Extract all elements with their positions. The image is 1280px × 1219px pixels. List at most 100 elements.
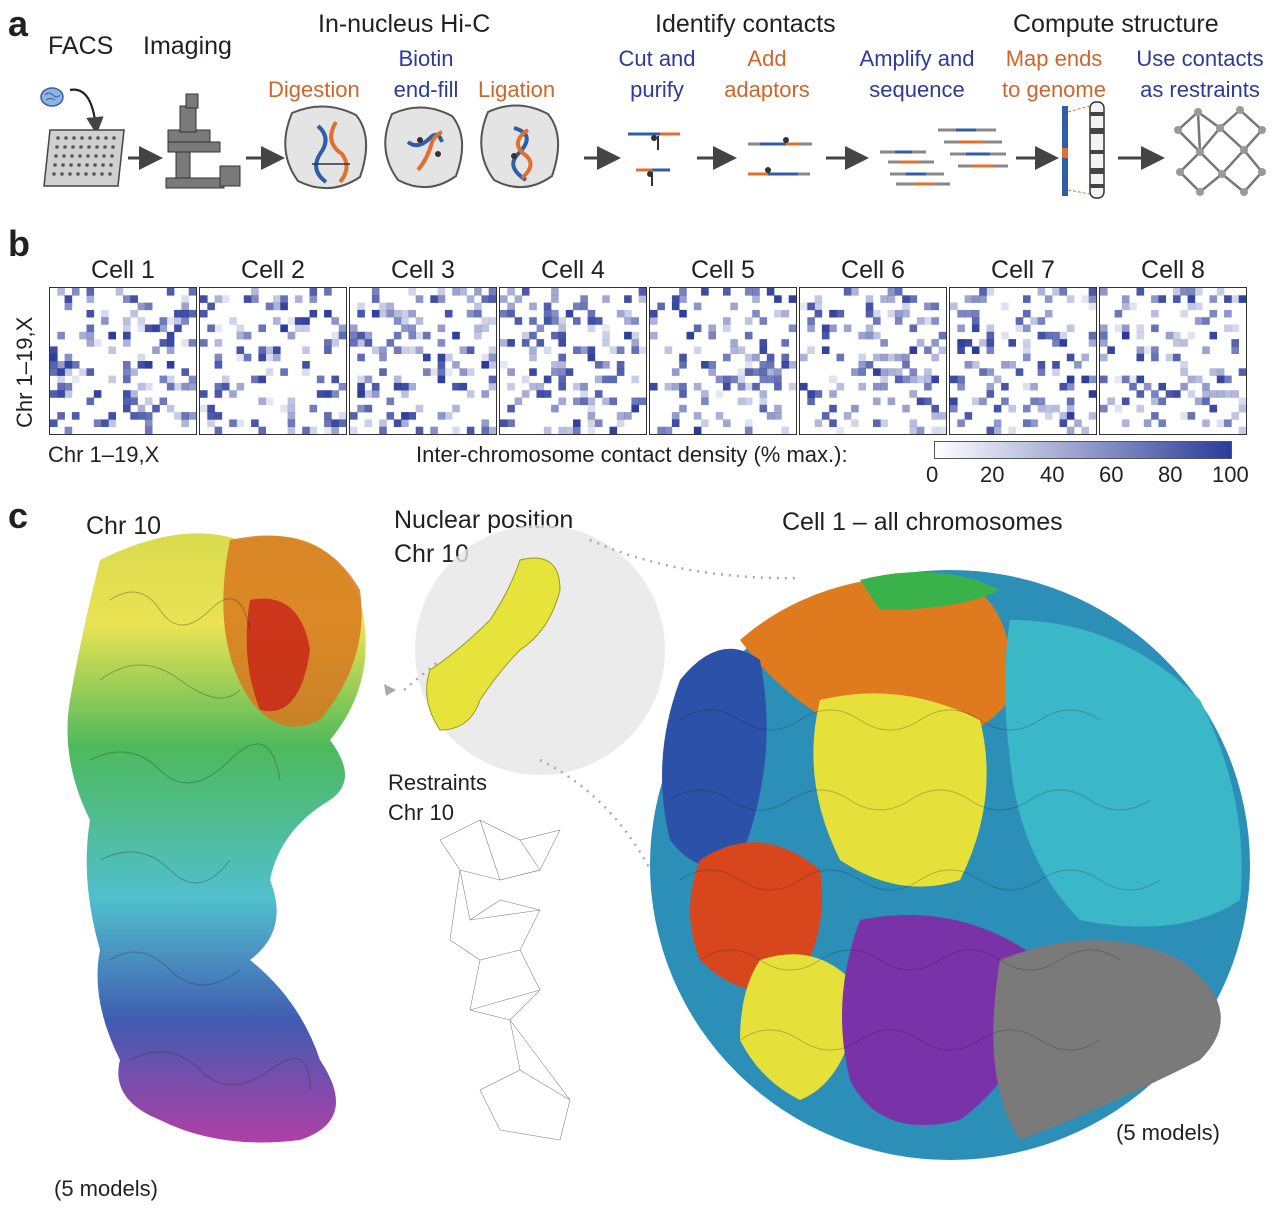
heatmap-pixel — [294, 295, 303, 303]
heatmap-pixel — [287, 426, 296, 434]
heatmap-pixel — [459, 382, 468, 391]
heatmap-pixel — [1044, 295, 1053, 303]
heatmap-pixel — [236, 346, 245, 354]
heatmap-pixel — [386, 397, 395, 406]
heatmap-pixel — [957, 382, 965, 391]
heatmap-pixel — [1023, 419, 1031, 427]
heatmap-pixel — [558, 361, 566, 369]
heatmap-pixel — [514, 295, 523, 303]
heatmap-pixel — [924, 317, 932, 325]
heatmap-pixel — [602, 339, 610, 347]
heatmap-pixel — [364, 339, 373, 347]
models-right-label: (5 models) — [1116, 1120, 1220, 1145]
heatmap-cell-5 — [649, 287, 797, 435]
heatmap-pixel — [364, 375, 373, 384]
heatmap-pixel — [609, 375, 618, 384]
heatmap-pixel — [744, 382, 753, 391]
heatmap-pixel — [466, 346, 475, 354]
heatmap-pixel — [1209, 295, 1218, 303]
heatmap-pixel — [137, 404, 146, 413]
heatmap-pixel — [971, 317, 980, 325]
heatmap-cell-4 — [499, 287, 647, 435]
heatmap-pixel — [108, 375, 116, 384]
heatmap-pixel — [331, 390, 339, 398]
heatmap-pixel — [265, 346, 274, 354]
nucleus-digestion-icon — [284, 105, 368, 190]
heatmap-pixel — [752, 353, 760, 362]
heatmap-pixel — [602, 375, 610, 384]
heatmap-pixel — [993, 426, 1002, 434]
heatmap-pixel — [558, 397, 566, 406]
heatmap-pixel — [1044, 309, 1053, 318]
heatmap-cell-3 — [349, 287, 497, 435]
heatmap-pixel — [488, 375, 496, 384]
heatmap-pixel — [521, 288, 530, 296]
heatmap-pixel — [507, 368, 515, 376]
heatmap-pixel — [309, 426, 318, 434]
heatmap-pixel — [631, 397, 639, 406]
heatmap-pixel — [1238, 295, 1246, 303]
heatmap-pixel — [986, 324, 995, 333]
heatmap-pixel — [964, 361, 973, 369]
heatmap-pixel — [971, 324, 980, 333]
heatmap-pixel — [650, 309, 658, 318]
heatmap-pixel — [152, 324, 160, 333]
heatmap-pixel — [386, 412, 395, 420]
heatmap-pixel — [543, 375, 552, 384]
well-plate-icon — [43, 129, 125, 187]
heatmap-pixel — [873, 419, 881, 427]
heatmap-pixel — [957, 324, 965, 333]
heatmap-pixel — [200, 295, 208, 303]
heatmap-pixel — [393, 346, 402, 354]
heatmap-pixel — [902, 404, 910, 413]
heatmap-pixel — [986, 346, 995, 354]
heatmap-pixel — [814, 390, 823, 398]
heatmap-pixel — [558, 382, 566, 391]
heatmap-pixel — [437, 339, 446, 347]
heatmap-pixel — [1052, 339, 1060, 347]
heatmap-pixel — [679, 288, 687, 296]
heatmap-pixel — [766, 361, 775, 369]
heatmap-pixel — [188, 375, 196, 384]
heatmap-pixel — [236, 324, 245, 333]
heatmap-pixel — [1187, 390, 1196, 398]
heatmap-pixel — [609, 426, 618, 434]
digestion-label: Digestion — [268, 77, 360, 102]
heatmap-pixel — [1088, 302, 1096, 311]
heatmap-pixel — [1180, 361, 1188, 369]
heatmap-pixel — [466, 426, 475, 434]
heatmap-pixel — [500, 309, 508, 318]
heatmap-pixel — [924, 346, 932, 354]
heatmap-pixel — [723, 382, 731, 391]
heatmap-pixel — [393, 375, 402, 384]
sequencing-reads-icon — [880, 128, 1008, 186]
heatmap-pixel — [1216, 375, 1225, 384]
heatmap-pixel — [507, 382, 515, 391]
heatmap-pixel — [744, 426, 753, 434]
heatmap-pixel — [86, 368, 95, 376]
heatmap-pixel — [1008, 339, 1016, 347]
heatmap-pixel — [166, 288, 175, 296]
heatmap-pixel — [137, 412, 146, 420]
heatmap-pixel — [1037, 361, 1046, 369]
heatmap-pixel — [130, 309, 138, 318]
heatmap-pixel — [1165, 331, 1174, 340]
heatmap-pixel — [236, 382, 245, 391]
heatmap-pixel — [174, 324, 182, 333]
heatmap-pixel — [909, 368, 918, 376]
heatmap-pixel — [814, 419, 823, 427]
heatmap-pixel — [338, 331, 346, 340]
heatmap-pixel — [437, 288, 446, 296]
cell-6-title: Cell 6 — [841, 256, 905, 284]
heatmap-pixel — [701, 397, 709, 406]
heatmap-pixel — [1165, 353, 1174, 362]
heatmap-pixel — [1224, 375, 1232, 384]
heatmap-pixel — [258, 324, 266, 333]
heatmap-pixel — [64, 426, 73, 434]
heatmap-pixel — [1037, 368, 1046, 376]
heatmap-pixel — [1030, 397, 1038, 406]
heatmap-pixel — [393, 309, 402, 318]
heatmap-pixel — [759, 404, 768, 413]
heatmap-pixel — [1059, 419, 1068, 427]
heatmap-pixel — [1023, 382, 1031, 391]
